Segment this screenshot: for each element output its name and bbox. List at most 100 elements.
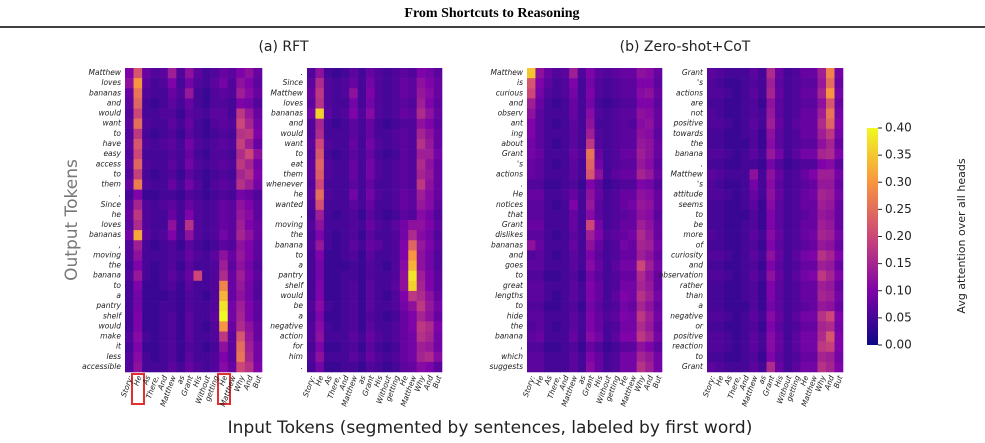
heatmap-cell [219,290,229,302]
heatmap-cell [569,280,578,292]
heatmap-cell [176,220,186,231]
heatmap-cell [340,341,350,353]
heatmap-cell [749,118,759,130]
heatmap-cell [543,68,553,79]
heatmap-cell [636,361,646,373]
heatmap-cell [732,270,742,282]
heatmap-cell [159,189,169,201]
heatmap-cell [408,138,417,150]
heatmap-cell [560,78,570,89]
heatmap-cell [834,341,844,353]
heatmap-cell [653,169,663,180]
heatmap-cell [236,301,246,312]
heatmap-cell [628,179,637,190]
heatmap-cell [425,199,434,211]
y-tick-label: rather [680,281,704,290]
heatmap-cell [253,108,263,119]
heatmap-cell [543,341,553,353]
heatmap-cell [159,159,169,170]
heatmap-cell [133,250,143,261]
heatmap-cell [184,88,194,99]
heatmap-cell [826,149,835,160]
heatmap-cell [732,290,742,302]
heatmap-cell [307,230,316,241]
heatmap-cell [724,230,733,241]
heatmap-cell [577,331,587,342]
heatmap-cell [707,240,716,251]
heatmap-cell [602,128,612,140]
heatmap-cell [210,159,220,170]
heatmap-cell [391,78,401,89]
heatmap-cell [236,240,246,251]
heatmap-cell [374,311,384,322]
heatmap-cell [594,108,604,119]
colorbar-tick-label: 0.05 [885,310,912,324]
heatmap-cell [560,290,570,302]
heatmap-cell [236,128,246,140]
heatmap-cell [707,321,716,332]
heatmap-cell [653,138,663,150]
heatmap-cell [167,240,177,251]
heatmap-cell [611,311,621,322]
heatmap-cell [535,270,545,282]
heatmap-cell [792,138,801,150]
heatmap-cell [783,118,793,130]
heatmap-cell [527,68,536,79]
heatmap-cell [382,159,392,170]
heatmap-cell [193,159,203,170]
heatmap-cell [307,138,316,150]
heatmap-cell [374,199,384,211]
heatmap-cell [142,128,151,140]
heatmap-cell [307,169,316,180]
heatmap-cell [425,108,434,119]
heatmap-cell [391,270,401,282]
heatmap-cell [775,88,784,99]
heatmap-cell [602,311,612,322]
heatmap-cell [766,351,776,363]
heatmap-cell [527,230,536,241]
heatmap-cell [416,68,426,79]
heatmap-cell [645,280,654,292]
heatmap-cell [219,189,229,201]
heatmap-cell [167,260,177,271]
heatmap-cell [236,260,246,271]
heatmap-cell [323,250,333,261]
heatmap-cell [176,250,186,261]
heatmap-cell [775,240,784,251]
y-tick-label: actions [676,88,703,97]
heatmap-cell [399,88,409,99]
heatmap-cell [809,301,818,312]
heatmap-cell [150,78,160,89]
heatmap-cell [133,280,143,292]
heatmap-cell [749,230,759,241]
heatmap-cell [366,118,375,130]
heatmap-cell [636,331,646,342]
heatmap-cell [210,331,220,342]
heatmap-cell [349,78,358,89]
heatmap-cell [594,311,604,322]
heatmap-cell [527,199,536,211]
heatmap-cell [307,290,316,302]
heatmap-cell [366,290,375,302]
heatmap-cell [408,179,417,190]
heatmap-cell [433,311,443,322]
heatmap-cell [382,311,392,322]
heatmap-cell [167,78,177,89]
heatmap-cell [150,179,160,190]
heatmap-cell [619,270,629,282]
heatmap-cell [150,199,160,211]
heatmap-cell [382,270,392,282]
y-tick-label: a [116,291,121,300]
heatmap-cell [408,159,417,170]
heatmap-cell [210,220,220,231]
heatmap-cell [594,128,604,140]
heatmap-cell [159,260,169,271]
heatmap-cell [244,169,254,180]
heatmap-cell [125,199,134,211]
heatmap-cell [366,88,375,99]
heatmap-cell [193,138,203,150]
heatmap-cell [602,250,612,261]
heatmap-cell [382,138,392,150]
heatmap-cell [219,321,229,332]
x-tick-label: His [773,374,785,388]
